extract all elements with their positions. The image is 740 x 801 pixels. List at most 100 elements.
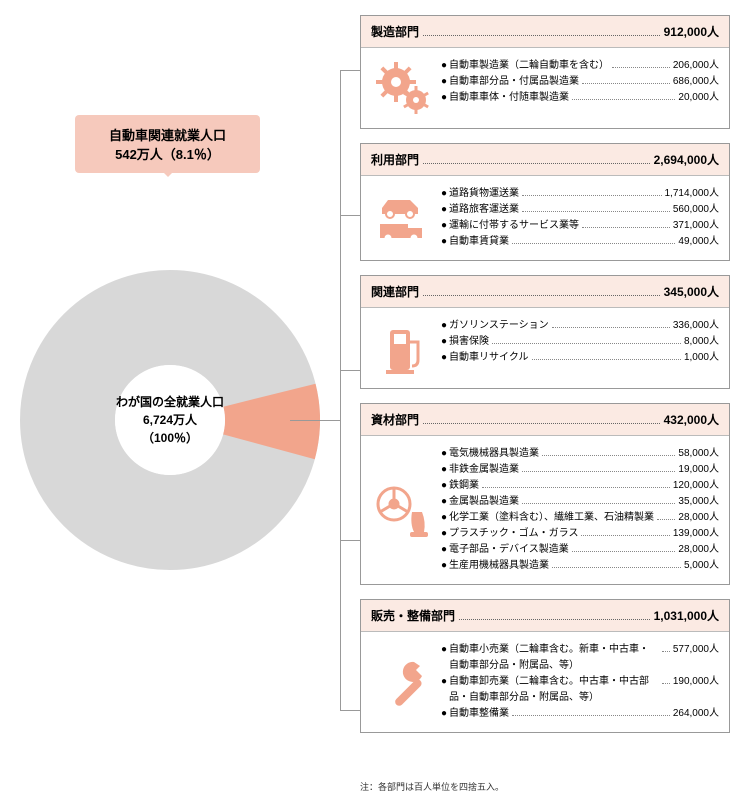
item-label: 自動車車体・付随車製造業: [449, 90, 569, 106]
category-related: 関連部門 345,000人 ● ガソリンステーション 336,000人 ● 損害…: [360, 275, 730, 389]
category-items: ● ガソリンステーション 336,000人 ● 損害保険 8,000人 ● 自動…: [441, 318, 719, 378]
item-label: 電気機械器具製造業: [449, 446, 539, 462]
item-dots: [581, 535, 669, 536]
item-value: 5,000人: [684, 558, 719, 574]
item-label: プラスチック・ゴム・ガラス: [449, 526, 578, 542]
category-header: 関連部門 345,000人: [361, 276, 729, 308]
item-dots: [572, 99, 675, 100]
category-title: 利用部門: [371, 151, 419, 168]
category-manufacturing: 製造部門 912,000人 ● 自動車製造業（二輪自動車を含む） 206,000…: [360, 15, 730, 129]
category-value: 912,000人: [664, 23, 719, 40]
item-value: 371,000人: [673, 218, 719, 234]
item-row: ● 自動車車体・付随車製造業 20,000人: [441, 90, 719, 106]
category-header: 製造部門 912,000人: [361, 16, 729, 48]
category-title: 資材部門: [371, 411, 419, 428]
item-label: 自動車整備業: [449, 706, 509, 722]
category-usage: 利用部門 2,694,000人 ● 道路貨物運送業 1,714,000人 ● 道…: [360, 143, 730, 261]
item-dots: [512, 243, 675, 244]
connector-h: [290, 420, 340, 421]
donut-line2: 6,724万人: [116, 411, 224, 429]
item-label: 電子部品・デバイス製造業: [449, 542, 569, 558]
item-dots: [572, 551, 676, 552]
item-label: 自動車卸売業（二輪車含む。中古車・中古部品・自動車部分品・附属品、等）: [449, 674, 659, 706]
item-dots: [522, 503, 675, 504]
item-label: 自動車リサイクル: [449, 350, 529, 366]
bullet-icon: ●: [441, 478, 447, 494]
item-dots: [552, 567, 681, 568]
item-dots: [522, 471, 675, 472]
category-value: 2,694,000人: [654, 151, 719, 168]
item-row: ● 自動車リサイクル 1,000人: [441, 350, 719, 366]
item-row: ● 鉄鋼業 120,000人: [441, 478, 719, 494]
item-label: 金属製品製造業: [449, 494, 519, 510]
item-row: ● 電気機械器具製造業 58,000人: [441, 446, 719, 462]
category-value: 432,000人: [664, 411, 719, 428]
item-dots: [582, 83, 670, 84]
item-value: 577,000人: [673, 642, 719, 658]
wrench-icon: [371, 642, 441, 722]
item-label: 道路貨物運送業: [449, 186, 519, 202]
item-dots: [492, 343, 681, 344]
item-label: 自動車賃貸業: [449, 234, 509, 250]
category-value: 345,000人: [664, 283, 719, 300]
item-value: 20,000人: [678, 90, 719, 106]
bullet-icon: ●: [441, 510, 447, 526]
category-body: ● ガソリンステーション 336,000人 ● 損害保険 8,000人 ● 自動…: [361, 308, 729, 388]
item-value: 28,000人: [678, 542, 719, 558]
callout-box: 自動車関連就業人口 542万人（8.1％）: [75, 115, 260, 173]
item-row: ● 化学工業（塗料含む）、繊維工業、石油精製業 28,000人: [441, 510, 719, 526]
callout-line2: 542万人（8.1％）: [75, 144, 260, 163]
item-dots: [542, 455, 675, 456]
bullet-icon: ●: [441, 334, 447, 350]
vehicles-icon: [371, 186, 441, 250]
category-items: ● 自動車製造業（二輪自動車を含む） 206,000人 ● 自動車部分品・付属品…: [441, 58, 719, 118]
item-label: 自動車部分品・付属品製造業: [449, 74, 579, 90]
category-header: 資材部門 432,000人: [361, 404, 729, 436]
item-value: 1,714,000人: [665, 186, 720, 202]
item-row: ● 生産用機械器具製造業 5,000人: [441, 558, 719, 574]
infographic-container: 自動車関連就業人口 542万人（8.1％） わが国の全就業人口 6,724万人 …: [0, 0, 740, 801]
bullet-icon: ●: [441, 642, 447, 658]
item-value: 8,000人: [684, 334, 719, 350]
item-dots: [612, 67, 670, 68]
bullet-icon: ●: [441, 234, 447, 250]
item-row: ● 自動車小売業（二輪車含む。新車・中古車・自動車部分品・附属品、等） 577,…: [441, 642, 719, 674]
pump-icon: [371, 318, 441, 378]
bullet-icon: ●: [441, 218, 447, 234]
item-value: 28,000人: [678, 510, 719, 526]
item-row: ● 金属製品製造業 35,000人: [441, 494, 719, 510]
category-dots: [423, 163, 650, 164]
item-dots: [482, 487, 670, 488]
bullet-icon: ●: [441, 542, 447, 558]
item-row: ● 損害保険 8,000人: [441, 334, 719, 350]
item-dots: [522, 195, 661, 196]
item-value: 139,000人: [673, 526, 719, 542]
connector-b1: [340, 70, 360, 71]
item-row: ● 自動車賃貸業 49,000人: [441, 234, 719, 250]
donut-line3: （100％）: [116, 429, 224, 447]
connector-b2: [340, 215, 360, 216]
donut-line1: わが国の全就業人口: [116, 393, 224, 411]
bullet-icon: ●: [441, 706, 447, 722]
bullet-icon: ●: [441, 318, 447, 334]
item-dots: [662, 683, 670, 684]
category-body: ● 道路貨物運送業 1,714,000人 ● 道路旅客運送業 560,000人 …: [361, 176, 729, 260]
item-row: ● 自動車卸売業（二輪車含む。中古車・中古部品・自動車部分品・附属品、等） 19…: [441, 674, 719, 706]
bullet-icon: ●: [441, 446, 447, 462]
item-value: 264,000人: [673, 706, 719, 722]
item-dots: [522, 211, 670, 212]
item-label: 自動車小売業（二輪車含む。新車・中古車・自動車部分品・附属品、等）: [449, 642, 659, 674]
callout-line1: 自動車関連就業人口: [75, 125, 260, 144]
item-label: 生産用機械器具製造業: [449, 558, 549, 574]
item-row: ● 運輸に付帯するサービス業等 371,000人: [441, 218, 719, 234]
category-materials: 資材部門 432,000人 ● 電気機械器具製造業 58,000人 ● 非鉄金属…: [360, 403, 730, 585]
category-body: ● 電気機械器具製造業 58,000人 ● 非鉄金属製造業 19,000人 ● …: [361, 436, 729, 584]
gears-icon: [371, 58, 441, 118]
item-dots: [552, 327, 670, 328]
donut-chart: わが国の全就業人口 6,724万人 （100％）: [20, 270, 320, 570]
bullet-icon: ●: [441, 558, 447, 574]
connector-v: [340, 70, 341, 710]
wheel-seat-icon: [371, 446, 441, 574]
category-dots: [423, 295, 660, 296]
category-body: ● 自動車小売業（二輪車含む。新車・中古車・自動車部分品・附属品、等） 577,…: [361, 632, 729, 732]
